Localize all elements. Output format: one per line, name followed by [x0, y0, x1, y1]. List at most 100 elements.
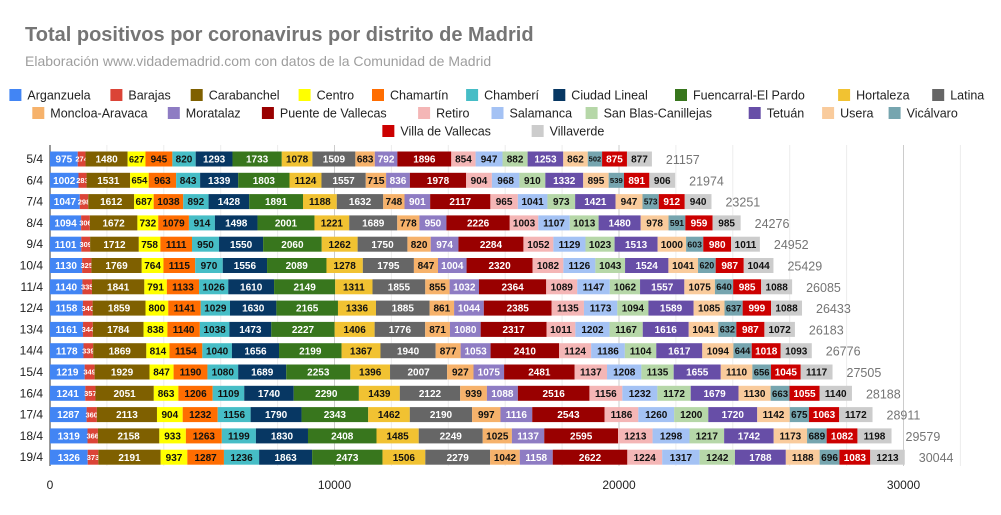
- data-label: 947: [621, 197, 638, 208]
- bar-segment: [563, 258, 596, 273]
- data-label: 937: [166, 453, 183, 464]
- data-label: 1003: [513, 219, 536, 230]
- bar-segment: [168, 300, 201, 316]
- data-label: 1029: [204, 304, 227, 315]
- total-label: 21974: [689, 174, 724, 188]
- bar-segment: [50, 385, 86, 401]
- data-label: 1589: [660, 304, 683, 315]
- bar-segment: [93, 343, 147, 359]
- data-label: 373: [87, 453, 100, 462]
- data-label: 1891: [265, 197, 288, 208]
- data-label: 1679: [703, 389, 726, 400]
- bar-segment: [458, 236, 524, 252]
- bar-segment: [156, 407, 183, 423]
- data-label: 663: [772, 389, 788, 400]
- data-label: 1088: [491, 389, 514, 400]
- data-label: 1689: [362, 219, 385, 230]
- bar-segment: [715, 258, 744, 273]
- data-label: 1332: [553, 176, 576, 187]
- data-label: 1173: [590, 304, 612, 315]
- bar-segment: [640, 279, 685, 295]
- bar-segment: [583, 300, 618, 316]
- data-label: 1326: [58, 453, 81, 464]
- bar-segment: [702, 343, 734, 359]
- category-label: 9/4: [26, 237, 43, 251]
- bar-segment: [486, 385, 518, 401]
- data-label: 1769: [105, 261, 128, 272]
- data-label: 950: [197, 240, 214, 251]
- data-label: 882: [507, 155, 524, 166]
- bar-segment: [626, 151, 652, 167]
- data-label: 814: [150, 346, 167, 357]
- bar-segment: [575, 321, 610, 337]
- data-label: 862: [567, 155, 584, 166]
- bar-segment: [451, 151, 476, 167]
- bar-segment: [808, 407, 840, 423]
- bar-segment: [618, 428, 653, 444]
- bar-segment: [430, 236, 459, 252]
- data-label: 965: [496, 197, 513, 208]
- data-label: 974: [436, 240, 453, 251]
- data-label: 945: [151, 155, 168, 166]
- total-label: 26433: [816, 302, 851, 316]
- bar-segment: [160, 236, 192, 252]
- data-label: 1082: [831, 432, 854, 443]
- data-label: 910: [524, 176, 541, 187]
- bar-segment: [50, 258, 83, 273]
- bar-segment: [657, 385, 691, 401]
- total-label: 24952: [774, 238, 809, 252]
- data-label: 973: [553, 197, 570, 208]
- data-label: 2473: [336, 453, 359, 464]
- data-label: 1078: [286, 155, 309, 166]
- legend-label: Chamberí: [484, 89, 539, 103]
- x-tick-label: 10000: [318, 478, 352, 492]
- data-label: 1940: [397, 346, 420, 357]
- data-label: 2089: [286, 261, 309, 272]
- data-label: 1013: [573, 219, 596, 230]
- legend-label: San Blas-Canillejas: [604, 107, 712, 121]
- data-label: 1232: [629, 389, 652, 400]
- bar-segment: [276, 300, 338, 316]
- bar-segment: [589, 385, 623, 401]
- bar-segment: [480, 321, 547, 337]
- bar-segment: [602, 151, 627, 167]
- legend-swatch: [491, 107, 504, 119]
- bar-segment: [583, 172, 609, 188]
- data-label: 1041: [522, 197, 545, 208]
- data-label: 335: [81, 283, 94, 292]
- data-label: 1040: [206, 346, 229, 357]
- data-label: 1167: [615, 325, 637, 336]
- data-label: 349: [83, 368, 96, 377]
- bar-segment: [399, 385, 461, 401]
- data-label: 1137: [517, 432, 539, 443]
- bar-segment: [609, 279, 641, 295]
- data-label: 591: [670, 218, 684, 228]
- bar-segment: [228, 279, 275, 295]
- bar-segment: [195, 258, 223, 273]
- bar-segment: [307, 428, 377, 444]
- bar-segment: [50, 343, 84, 359]
- data-label: 1513: [625, 240, 648, 251]
- bar-segment: [85, 385, 96, 401]
- bar-segment: [159, 428, 186, 444]
- bar-segment: [523, 236, 554, 252]
- data-label: 1110: [726, 368, 748, 379]
- data-label: 640: [716, 282, 732, 292]
- bar-segment: [87, 428, 98, 444]
- data-label: 1172: [663, 389, 685, 400]
- data-label: 1610: [240, 282, 263, 293]
- bar-segment: [757, 407, 790, 423]
- bar-segment: [141, 258, 164, 273]
- data-label: 847: [153, 368, 170, 379]
- bar-segment: [419, 215, 447, 231]
- data-label: 800: [149, 304, 166, 315]
- bar-segment: [176, 172, 201, 188]
- bar-segment: [98, 449, 161, 465]
- bar-segment: [244, 385, 294, 401]
- bar-segment: [374, 151, 398, 167]
- data-label: 975: [56, 155, 73, 166]
- bar-segment: [595, 258, 626, 273]
- bar-segment: [50, 321, 84, 337]
- bar-segment: [698, 258, 716, 273]
